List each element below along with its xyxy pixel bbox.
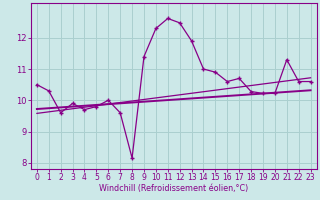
- X-axis label: Windchill (Refroidissement éolien,°C): Windchill (Refroidissement éolien,°C): [99, 184, 248, 193]
